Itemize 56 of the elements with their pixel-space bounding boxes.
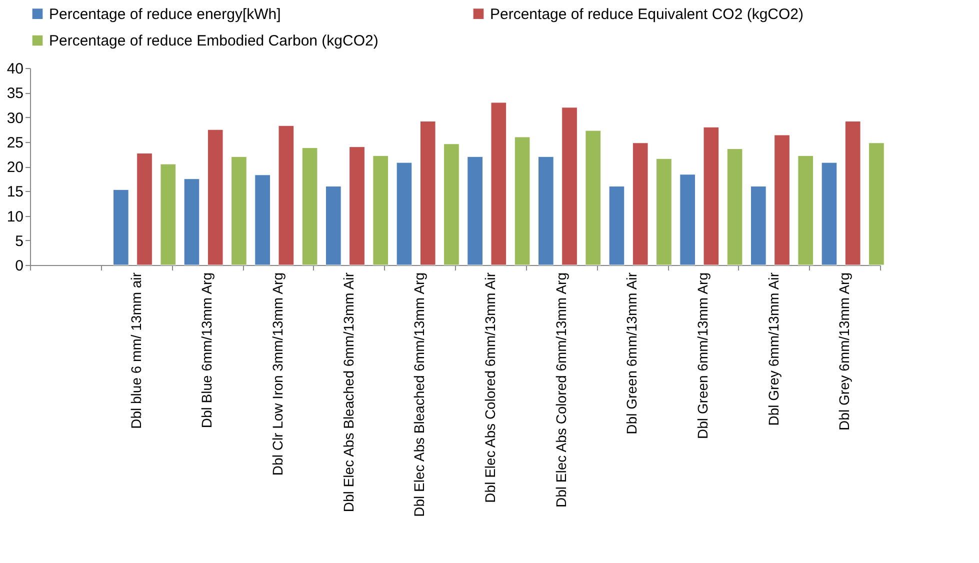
bar [207,129,224,266]
y-tick-label: 25 [6,134,24,152]
bar [538,156,554,266]
bar [444,144,460,266]
bar [396,162,412,266]
y-tick-label: 10 [6,208,24,226]
bar [467,156,483,266]
bar [136,152,152,266]
bar [302,148,318,266]
bar [703,126,720,266]
bar [774,134,790,266]
bar [844,120,861,266]
bar [112,189,129,266]
x-tick-label: Dbl Green 6mm/13mm Air [624,272,640,434]
x-tick-label: Dbl Grey 6mm/13mm Arg [836,272,852,430]
bar [160,164,176,266]
bar [562,107,578,266]
y-tick-label: 20 [6,159,24,176]
x-tick-label: Dbl Green 6mm/13mm Arg [694,272,710,439]
x-tick-label: Dbl Elec Abs Bleached 6mm/13mm Air [340,272,356,512]
bar [490,102,507,266]
bar [278,125,294,266]
bar [868,142,884,266]
x-tick-label: Dbl Elec Abs Bleached 6mm/13mm Arg [411,272,428,517]
bar [372,155,389,266]
bar [656,158,672,266]
y-tick-label: 30 [6,110,24,127]
legend-label: Percentage of reduce energy[kWh] [49,6,281,23]
y-tick-label: 40 [6,60,24,78]
bar [231,156,247,266]
bar [632,142,648,266]
bar [184,178,200,266]
bar [726,148,743,266]
y-tick-label: 15 [6,184,24,201]
bar [680,174,696,266]
bar [608,186,625,266]
y-tick-label: 35 [6,85,24,102]
bar [254,174,270,266]
bar [514,136,530,266]
bar [821,162,838,266]
x-tick-label: Dbl Elec Abs Colored 6mm/13mm Arg [552,272,569,508]
y-tick-label: 0 [15,258,24,274]
bar [798,155,814,266]
bar [325,186,342,266]
bar [750,186,766,266]
x-tick-label: Dbl Blue 6mm/13mm Arg [198,272,215,428]
x-tick-label: Dbl Elec Abs Colored 6mm/13mm Air [482,272,498,503]
x-tick-label: Dbl Grey 6mm/13mm Air [765,272,782,426]
legend-label: Percentage of reduce Equivalent CO2 (kgCO2) [490,6,804,23]
y-tick-label: 5 [15,232,24,250]
x-tick-label: Dbl Clr Low Iron 3mm/13mm Arg [269,272,286,476]
bar [349,146,365,266]
x-tick-label: Dbl blue 6 mm/ 13mm air [128,272,144,429]
bar [420,120,436,266]
bar [585,130,602,266]
legend-label: Percentage of reduce Embodied Carbon (kgCO2) [49,32,378,50]
